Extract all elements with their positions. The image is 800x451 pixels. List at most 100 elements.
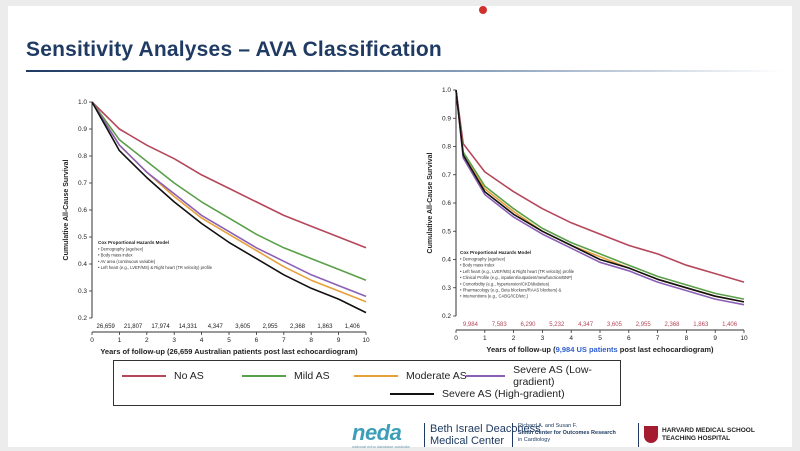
at-risk-count: 3,605	[607, 322, 623, 328]
model-box-line: • Interventions (e.g., CABG/ICD/etc.)	[460, 294, 529, 299]
legend-label: Moderate AS	[406, 370, 467, 382]
legend-item-severe-high: Severe AS (High-gradient)	[390, 387, 565, 401]
smith-line: in Cardiology	[518, 437, 551, 443]
model-box-line: • Body mass index	[460, 263, 495, 268]
model-box-line: • Clinical Profile (e.g., inpatient/outp…	[460, 275, 573, 280]
x-tick-label: 4	[569, 335, 573, 342]
series-line-no-as	[91, 101, 367, 249]
x-tick-label: 7	[282, 337, 286, 344]
at-risk-count: 26,659	[97, 324, 116, 330]
series-line-mild-as	[91, 101, 367, 281]
recording-indicator-icon	[479, 6, 487, 14]
legend-swatch	[354, 375, 398, 377]
y-tick-label: 0.9	[442, 115, 451, 122]
x-tick-label: 8	[685, 335, 689, 342]
at-risk-count: 2,368	[290, 324, 306, 330]
x-axis-label-part: post last echocardiogram)	[618, 345, 714, 354]
y-tick-label: 0.5	[442, 228, 451, 235]
model-box-line: • Left heart (e.g., LVEF/MS) & Right hea…	[98, 265, 213, 270]
logo-divider	[424, 423, 425, 447]
x-axis-label: Years of follow-up (9,984 US patients po…	[486, 345, 714, 354]
model-box-title: Cox Proportional Hazards Model	[460, 250, 531, 255]
x-tick-label: 9	[713, 335, 717, 342]
model-box-line: • Pharmacology (e.g., Beta blockers/RAAS…	[460, 288, 562, 293]
at-risk-count: 1,406	[345, 324, 361, 330]
model-box-line: • Left heart (e.g., LVEF/MS) & Right hea…	[460, 269, 575, 274]
y-tick-label: 0.2	[78, 315, 87, 322]
x-tick-label: 0	[90, 337, 94, 344]
x-tick-label: 2	[145, 337, 149, 344]
at-risk-count: 2,955	[636, 322, 652, 328]
harvard-logo: HARVARD MEDICAL SCHOOL TEACHING HOSPITAL	[662, 427, 755, 443]
model-box-line: • Comorbidity (e.g., hypertension/CKD/di…	[460, 281, 550, 286]
right-survival-chart: 0.2 0.3 0.4 0.5 0.6 0.7 0.8 0.9 1.0 0 1 2 3 4 5 6 7 8 9 10 C…	[427, 87, 748, 354]
y-tick-label: 0.8	[442, 144, 451, 151]
y-tick-label: 0.9	[78, 126, 87, 133]
model-box-line: • Body mass index	[98, 253, 133, 258]
neda-tagline: national echo database australia	[352, 444, 410, 449]
harvard-line: HARVARD MEDICAL SCHOOL	[662, 427, 755, 434]
at-risk-count: 21,807	[124, 324, 143, 330]
x-tick-label: 5	[598, 335, 602, 342]
y-tick-label: 0.6	[442, 200, 451, 207]
x-tick-label: 6	[627, 335, 631, 342]
model-box-line: • Demography (age/sex)	[460, 257, 506, 262]
x-tick-label: 1	[483, 335, 487, 342]
series-line-moderate-as	[91, 101, 367, 303]
footer-logos: neda national echo database australia Be…	[348, 417, 798, 451]
at-risk-count: 2,955	[263, 324, 279, 330]
x-axis-label: Years of follow-up (26,659 Australian pa…	[100, 347, 358, 356]
logo-divider	[638, 423, 639, 447]
smith-line: Smith Center for Outcomes Research	[518, 430, 616, 436]
x-tick-label: 3	[541, 335, 545, 342]
x-tick-label: 6	[255, 337, 259, 344]
bidmc-logo: Beth Israel Deaconess Medical Center	[430, 423, 541, 447]
at-risk-count: 1,863	[317, 324, 333, 330]
series-line-mild-as	[455, 89, 745, 300]
title-divider	[26, 70, 784, 72]
at-risk-count: 4,347	[578, 322, 594, 328]
model-box-line: • Demography (age/sex)	[98, 247, 144, 252]
series-line-severe-as-low-gradient	[455, 89, 745, 306]
at-risk-count: 6,290	[520, 322, 536, 328]
y-tick-label: 0.3	[78, 288, 87, 295]
at-risk-count: 1,863	[693, 322, 709, 328]
at-risk-count: 17,974	[151, 324, 170, 330]
y-tick-label: 1.0	[442, 87, 451, 94]
at-risk-count: 3,605	[235, 324, 251, 330]
legend-swatch	[390, 393, 434, 395]
smith-center-logo: Richard A. and Susan F. Smith Center for…	[518, 423, 638, 444]
y-tick-label: 0.3	[442, 285, 451, 292]
legend-swatch	[466, 375, 506, 377]
x-tick-label: 10	[740, 335, 748, 342]
legend-item-no-as: No AS	[122, 369, 204, 383]
series-line-no-as	[455, 89, 745, 283]
x-tick-label: 10	[362, 337, 370, 344]
legend-label: Mild AS	[294, 370, 330, 382]
at-risk-count: 5,232	[549, 322, 565, 328]
y-tick-label: 0.4	[442, 257, 451, 264]
series-line-severe-as-high-gradient	[455, 89, 745, 303]
series-line-severe-as-low-gradient	[91, 101, 367, 298]
y-tick-label: 0.2	[442, 313, 451, 320]
x-axis-label-part: Years of follow-up (	[486, 345, 556, 354]
smith-line: Richard A. and Susan F.	[518, 423, 578, 429]
y-tick-label: 0.7	[78, 180, 87, 187]
x-tick-label: 3	[172, 337, 176, 344]
at-risk-count: 9,984	[463, 322, 479, 328]
x-axis-label-part: 9,984 US patients	[556, 345, 618, 354]
slide-title: Sensitivity Analyses – AVA Classificatio…	[26, 38, 442, 61]
at-risk-count: 14,331	[179, 324, 198, 330]
chart-legend: No AS Mild AS Moderate AS Severe AS (Low…	[113, 360, 621, 406]
y-axis-label: Cumulative All-Cause Survival	[63, 160, 70, 261]
y-axis-label: Cumulative All-Cause Survival	[427, 153, 434, 254]
y-tick-label: 0.6	[78, 207, 87, 214]
logo-divider	[512, 423, 513, 447]
legend-item-mild-as: Mild AS	[242, 369, 330, 383]
legend-item-moderate-as: Moderate AS	[354, 369, 467, 383]
x-tick-label: 7	[656, 335, 660, 342]
at-risk-count: 1,406	[722, 322, 738, 328]
y-tick-label: 0.7	[442, 172, 451, 179]
series-line-severe-as-high-gradient	[91, 101, 367, 314]
model-box-line: • AV area (continuous variable)	[98, 259, 156, 264]
